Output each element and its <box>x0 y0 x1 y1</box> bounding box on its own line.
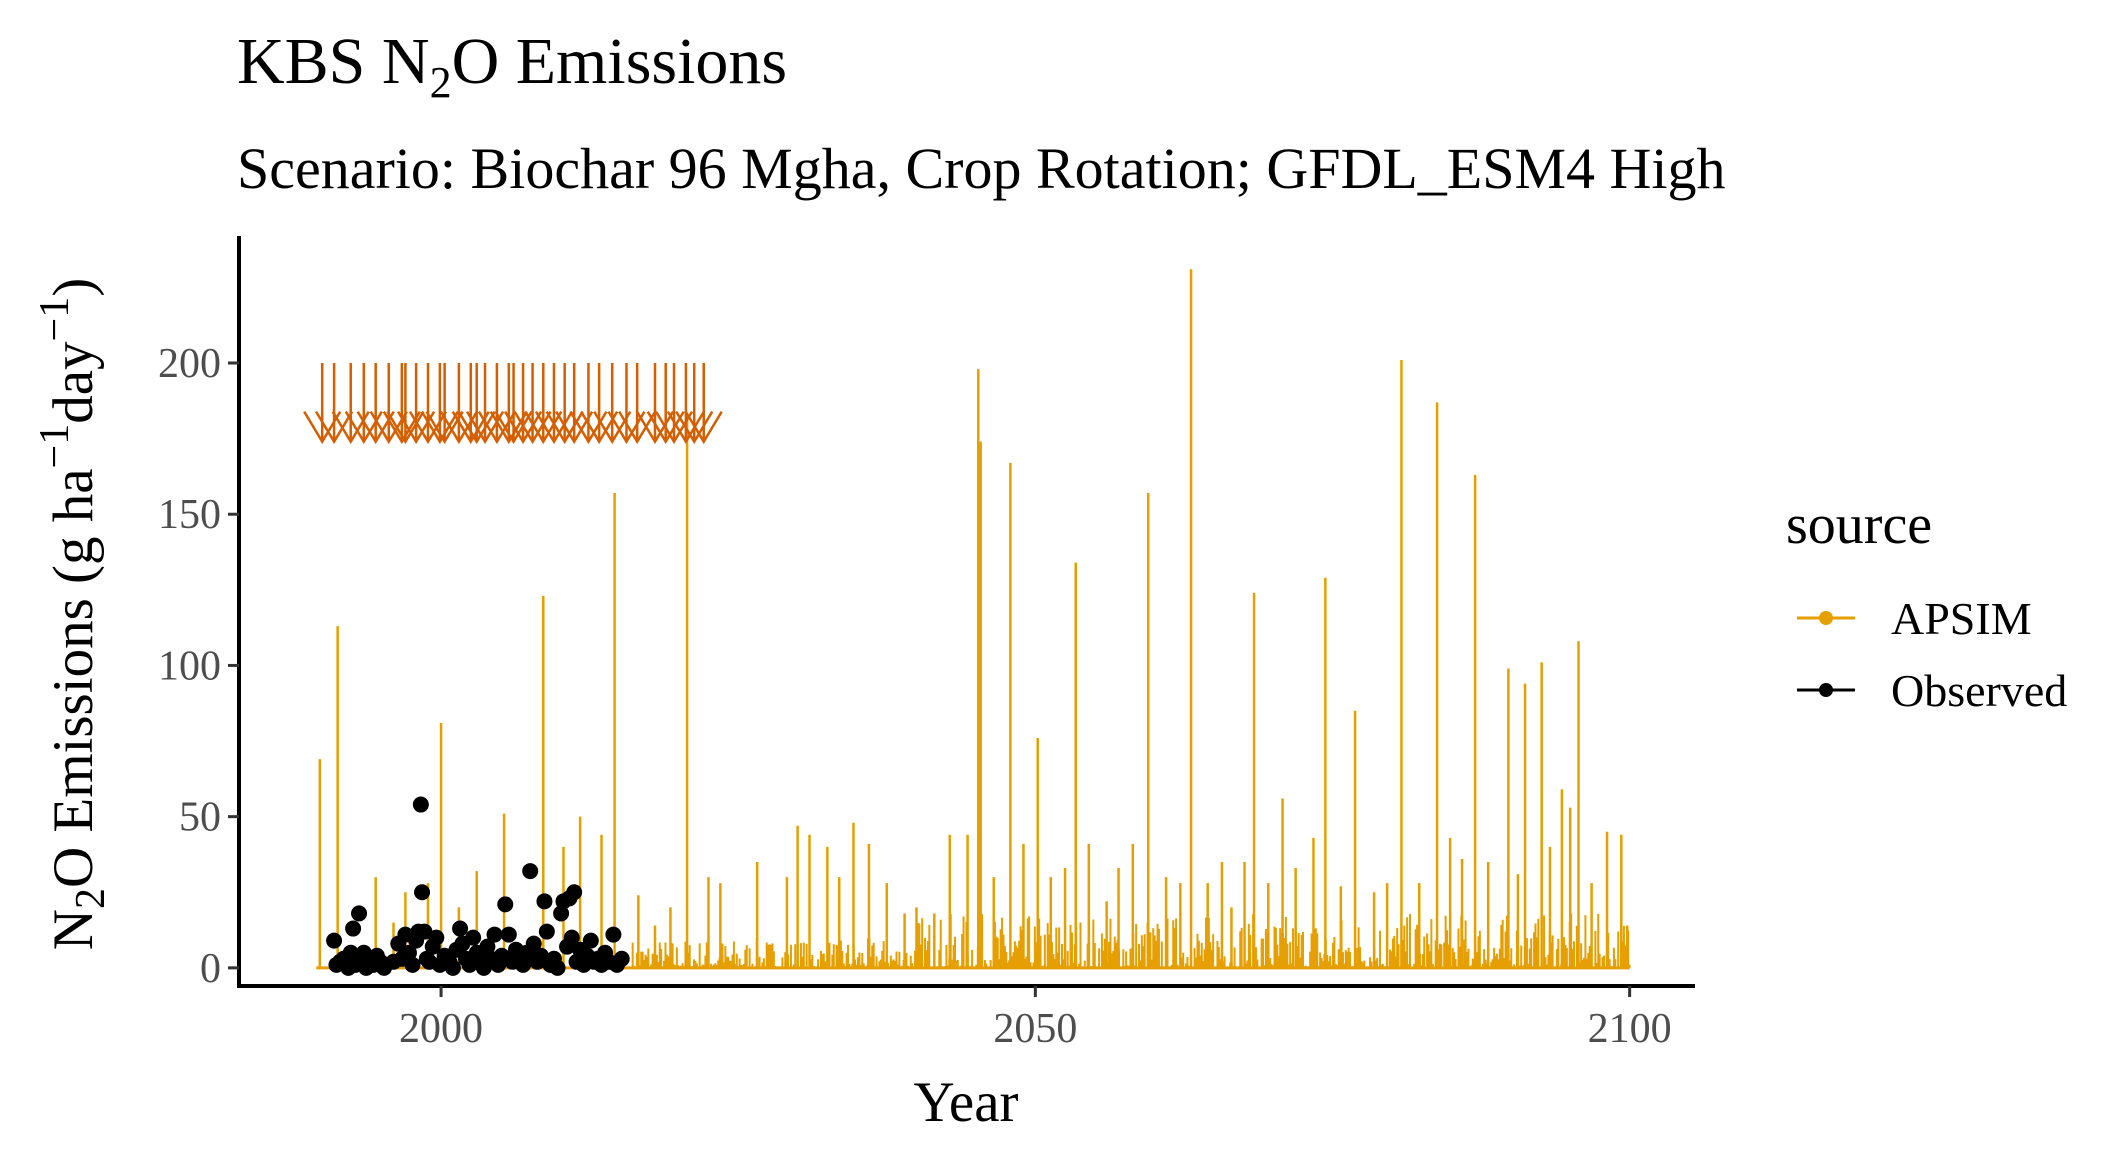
observed-point <box>538 923 555 940</box>
fertilizer-arrow-head <box>503 411 543 445</box>
chart-title-subscript: 2 <box>430 58 452 107</box>
observed-point <box>351 905 368 922</box>
fertilizer-arrow-head <box>315 411 354 445</box>
observed-point <box>452 920 469 937</box>
x-axis-title: Year <box>913 1071 1018 1134</box>
observed-point <box>326 932 343 949</box>
observed-point <box>500 926 517 943</box>
y-axis-title-sup2: −1 <box>32 297 78 342</box>
fertilizer-arrow <box>618 363 657 445</box>
fertilizer-arrow <box>635 363 675 445</box>
observed-point <box>563 929 580 946</box>
observed-point <box>522 863 539 880</box>
legend-observed-point <box>1819 683 1833 697</box>
legend: source APSIM Observed <box>1786 494 2067 716</box>
y-tick-label: 200 <box>158 341 221 387</box>
chart-title-end: O Emissions <box>452 25 788 98</box>
fertilizer-arrow-head <box>457 411 496 445</box>
fertilizer-arrow-head <box>618 411 657 445</box>
y-axis-title-close: ) <box>42 278 105 297</box>
fertilizer-arrow-head <box>534 411 574 445</box>
fertilizer-markers <box>303 363 723 445</box>
fertilizer-arrow <box>684 363 723 445</box>
y-axis-title-sub: 2 <box>68 888 114 909</box>
fertilizer-arrow <box>382 363 421 445</box>
observed-point <box>345 920 362 937</box>
fertilizer-arrow-head <box>425 411 464 445</box>
observed-point <box>613 950 630 967</box>
y-axis-title-sup1: −1 <box>32 424 78 469</box>
fertilizer-arrow <box>503 363 543 445</box>
chart-title-main: KBS N <box>237 25 430 98</box>
y-axis-title: N2O Emissions (g ha−1day−1) <box>32 278 114 950</box>
fertilizer-arrow-head <box>494 411 533 445</box>
legend-label-apsim: APSIM <box>1891 593 2032 644</box>
legend-item-apsim: APSIM <box>1797 593 2032 644</box>
fertilizer-arrow-head <box>420 411 459 445</box>
observed-point <box>605 926 622 943</box>
observed-point <box>414 884 431 901</box>
fertilizer-arrow <box>675 363 714 445</box>
fertilizer-arrow <box>451 363 490 445</box>
fertilizer-arrow <box>425 363 464 445</box>
legend-label-observed: Observed <box>1891 665 2067 716</box>
fertilizer-arrow <box>524 363 563 445</box>
fertilizer-arrow-head <box>666 411 705 445</box>
legend-item-observed: Observed <box>1797 665 2067 716</box>
x-tick-label: 2000 <box>399 1006 483 1052</box>
observed-point <box>582 932 599 949</box>
y-axis-title-n: N <box>42 909 105 950</box>
observed-point <box>416 923 433 940</box>
fertilizer-arrow <box>513 363 552 445</box>
observed-point <box>428 929 445 946</box>
observed-point <box>497 896 514 913</box>
fertilizer-arrow-head <box>684 411 723 445</box>
observed-point <box>515 956 532 973</box>
fertilizer-arrow-head <box>524 411 563 445</box>
fertilizer-arrow <box>315 363 354 445</box>
fertilizer-arrow <box>534 363 574 445</box>
observed-point <box>549 959 566 976</box>
fertilizer-arrow-head <box>513 411 552 445</box>
observed-point <box>566 884 583 901</box>
fertilizer-arrow-head <box>451 411 490 445</box>
legend-apsim-point <box>1819 611 1833 625</box>
fertilizer-arrow-head <box>382 411 421 445</box>
x-tick-label: 2100 <box>1588 1006 1672 1052</box>
fertilizer-arrow-head <box>635 411 675 445</box>
fertilizer-arrow <box>420 363 459 445</box>
y-tick-label: 0 <box>200 946 221 992</box>
y-tick-label: 50 <box>179 795 221 841</box>
y-axis-title-o: O Emissions (g ha <box>42 468 105 888</box>
chart-title: KBS N2O Emissions <box>237 25 787 107</box>
observed-point <box>465 929 482 946</box>
observed-series <box>326 796 630 976</box>
fertilizer-arrow-head <box>646 411 685 445</box>
observed-point <box>553 905 570 922</box>
legend-title: source <box>1786 494 1932 556</box>
y-tick-label: 100 <box>158 643 221 689</box>
x-axis-ticks: 2000 2050 2100 <box>399 986 1672 1052</box>
observed-point <box>400 944 417 961</box>
fertilizer-arrow <box>494 363 533 445</box>
observed-point <box>486 926 503 943</box>
observed-point <box>404 956 421 973</box>
observed-point <box>536 893 553 910</box>
fertilizer-arrow-head <box>607 411 646 445</box>
y-tick-label: 150 <box>158 492 221 538</box>
observed-point <box>412 796 429 813</box>
y-axis-ticks: 0 50 100 150 200 <box>158 341 239 992</box>
fertilizer-arrow-head <box>675 411 714 445</box>
observed-point <box>525 935 542 952</box>
chart-subtitle: Scenario: Biochar 96 Mgha, Crop Rotation… <box>237 136 1726 201</box>
observed-point <box>479 938 496 955</box>
fertilizer-arrow <box>607 363 646 445</box>
observed-point <box>444 959 461 976</box>
apsim-series <box>316 269 1631 970</box>
x-tick-label: 2050 <box>993 1006 1077 1052</box>
observed-point <box>342 944 359 961</box>
y-axis-title-day: day <box>42 341 105 424</box>
